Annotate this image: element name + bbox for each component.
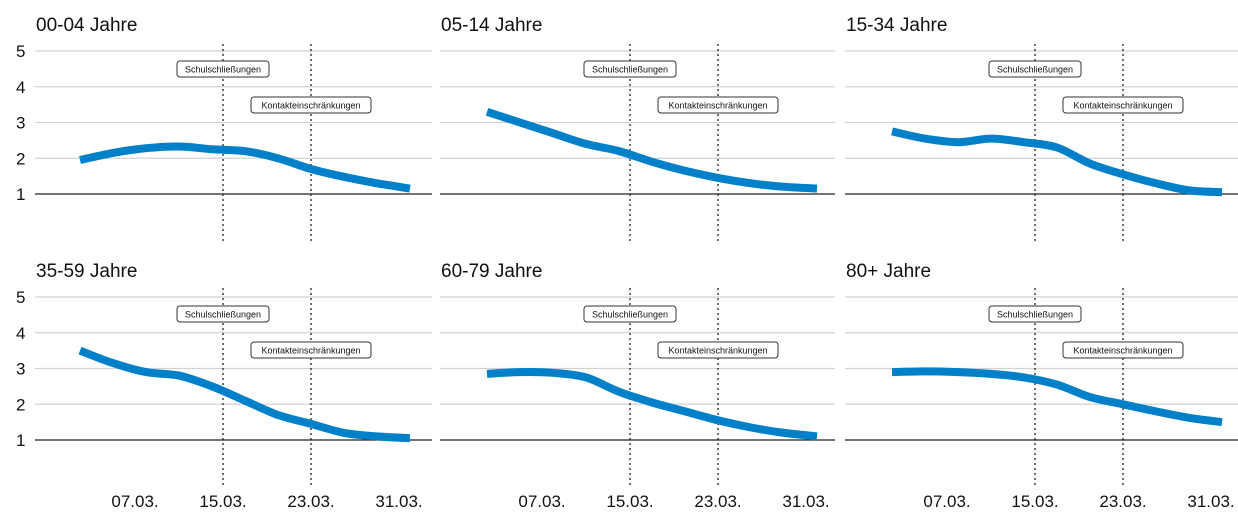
x-tick-label: 15.03. <box>1011 492 1058 511</box>
event-label: Kontakteinschränkungen <box>261 346 360 356</box>
panel: 15-34 Jahre Schulschließungen Kontakteinsc… <box>845 15 1238 242</box>
series-line <box>485 107 818 193</box>
event-label-box <box>657 96 779 114</box>
x-tick-label: 23.03. <box>694 492 741 511</box>
panel-title: 15-34 Jahre <box>846 15 947 36</box>
event-label-box <box>583 305 677 323</box>
series-line <box>891 367 1223 427</box>
y-tick-label: 1 <box>16 185 25 204</box>
y-tick-label: 1 <box>16 431 25 450</box>
panel-title: 35-59 Jahre <box>36 261 137 282</box>
event-label-box <box>657 341 779 359</box>
x-tick-label: 15.03. <box>199 492 246 511</box>
event-label-box <box>1062 341 1184 359</box>
event-label-box <box>176 60 270 78</box>
series-line <box>486 367 818 441</box>
event-label: Schulschließungen <box>185 65 261 75</box>
event-label-box <box>988 60 1082 78</box>
event-label: Kontakteinschränkungen <box>668 346 767 356</box>
y-tick-label: 2 <box>16 149 25 168</box>
x-tick-label: 23.03. <box>1099 492 1146 511</box>
event-label-box <box>1062 96 1184 114</box>
event-label: Kontakteinschränkungen <box>1073 346 1172 356</box>
panel: 1 2 3 4 5 00-04 Jahre Schulschließungen Kontakt… <box>16 15 432 242</box>
event-label: Kontakteinschränkungen <box>1073 101 1172 111</box>
series-line <box>78 346 411 443</box>
y-tick-label: 5 <box>16 42 25 61</box>
y-tick-label: 5 <box>16 288 25 307</box>
panel: 05-14 Jahre Schulschließungen Kontakteinsc… <box>440 15 835 242</box>
x-tick-label: 07.03. <box>111 492 158 511</box>
event-label-box <box>250 341 372 359</box>
panel-title: 60-79 Jahre <box>441 261 542 282</box>
event-label: Schulschließungen <box>592 310 668 320</box>
panel-title: 05-14 Jahre <box>441 15 542 36</box>
series-line <box>891 127 1223 197</box>
x-tick-label: 07.03. <box>518 492 565 511</box>
y-tick-label: 2 <box>16 395 25 414</box>
panel-title: 00-04 Jahre <box>36 15 137 36</box>
y-tick-label: 4 <box>16 324 25 343</box>
event-label: Kontakteinschränkungen <box>261 101 360 111</box>
panel: 80+ Jahre Schulschließungen Kontakteinschr… <box>845 261 1238 488</box>
event-label: Schulschließungen <box>997 310 1073 320</box>
x-tick-label: 07.03. <box>923 492 970 511</box>
y-tick-label: 3 <box>16 114 25 133</box>
event-label: Schulschließungen <box>592 65 668 75</box>
event-label: Schulschließungen <box>185 310 261 320</box>
event-label-box <box>583 60 677 78</box>
y-tick-label: 4 <box>16 78 25 97</box>
event-label-box <box>988 305 1082 323</box>
x-tick-label: 15.03. <box>606 492 653 511</box>
x-tick-label: 31.03. <box>375 492 422 511</box>
x-tick-label: 31.03. <box>782 492 829 511</box>
panel: 1 2 3 4 5 35-59 Jahre Schulschließungen Kontakt… <box>16 261 432 488</box>
panel-title: 80+ Jahre <box>846 261 931 282</box>
y-tick-label: 3 <box>16 360 25 379</box>
panel: 60-79 Jahre Schulschließungen Kontakteinsc… <box>440 261 835 488</box>
x-tick-label: 31.03. <box>1187 492 1234 511</box>
event-label: Kontakteinschränkungen <box>668 101 767 111</box>
event-label-box <box>176 305 270 323</box>
event-label-box <box>250 96 372 114</box>
event-label: Schulschließungen <box>997 65 1073 75</box>
x-tick-label: 23.03. <box>287 492 334 511</box>
series-line <box>79 142 411 193</box>
